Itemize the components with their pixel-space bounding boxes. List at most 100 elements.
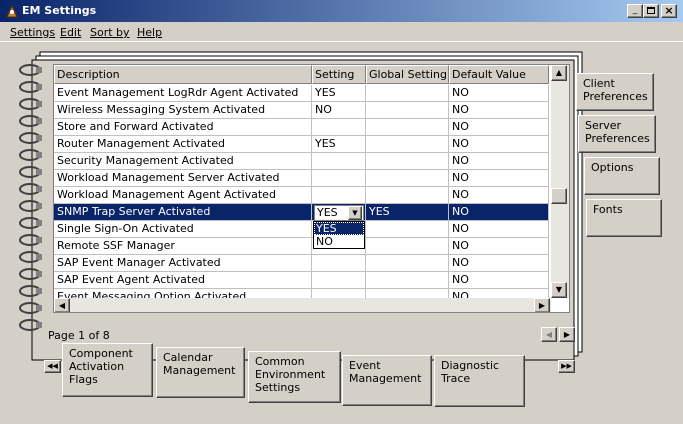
table-cell xyxy=(366,272,449,289)
column-header[interactable]: Setting xyxy=(312,65,366,84)
table-cell xyxy=(366,136,449,153)
binding-ring xyxy=(19,149,42,161)
side-tab[interactable]: Server Preferences xyxy=(578,115,656,153)
table-cell: Remote SSF Manager xyxy=(54,238,312,255)
prev-page-button[interactable]: ◀ xyxy=(541,327,557,342)
table-cell: Workload Management Server Activated xyxy=(54,170,312,187)
table-cell: YES xyxy=(312,136,366,153)
dropdown-option[interactable]: YES xyxy=(314,222,364,235)
table-cell xyxy=(312,170,366,187)
scroll-down-button[interactable]: ▼ xyxy=(551,282,567,298)
table-cell xyxy=(366,187,449,204)
binding-ring xyxy=(19,64,42,76)
table-row[interactable]: Workload Management Server Activated NO xyxy=(54,170,549,187)
table-cell: SNMP Trap Server Activated xyxy=(54,204,312,221)
next-page-button[interactable]: ▶ xyxy=(559,327,575,342)
menu-item[interactable]: Sort by xyxy=(90,26,130,39)
table-cell: Store and Forward Activated xyxy=(54,119,312,136)
table-cell xyxy=(312,119,366,136)
binding-ring xyxy=(19,268,42,280)
settings-grid: Description Setting Global Setting Default … xyxy=(53,64,570,313)
table-cell xyxy=(312,187,366,204)
menu-item[interactable]: Edit xyxy=(60,26,82,39)
bottom-tab[interactable]: Event Management xyxy=(342,355,432,406)
table-cell xyxy=(312,272,366,289)
maximize-button[interactable] xyxy=(643,4,659,18)
binding-ring xyxy=(19,319,42,331)
scroll-up-button[interactable]: ▲ xyxy=(551,65,567,81)
column-header[interactable]: Description xyxy=(54,65,312,84)
table-cell: NO xyxy=(449,119,549,136)
title-bar: EM Settings _ × xyxy=(0,0,683,22)
side-tab[interactable]: Fonts xyxy=(586,199,662,237)
scroll-thumb[interactable] xyxy=(551,188,567,204)
table-cell xyxy=(312,153,366,170)
binding-ring xyxy=(19,81,42,93)
table-row[interactable]: SAP Event Manager Activated NO xyxy=(54,255,549,272)
table-cell: NO xyxy=(449,238,549,255)
binding-ring xyxy=(19,234,42,246)
app-icon xyxy=(6,4,18,18)
table-cell: Single Sign-On Activated xyxy=(54,221,312,238)
bottom-tab[interactable]: Common Environment Settings xyxy=(248,351,341,403)
table-cell: NO xyxy=(312,102,366,119)
table-row[interactable]: Security Management Activated NO xyxy=(54,153,549,170)
table-cell: Wireless Messaging System Activated xyxy=(54,102,312,119)
scroll-left-button[interactable]: ◀ xyxy=(54,298,70,312)
close-button[interactable]: × xyxy=(661,4,677,18)
menu-item[interactable]: Help xyxy=(137,26,163,39)
table-cell xyxy=(366,85,449,102)
table-cell: NO xyxy=(449,204,549,221)
vertical-scrollbar xyxy=(551,65,569,298)
table-row[interactable]: Remote SSF Manager NO xyxy=(54,238,549,255)
table-cell xyxy=(312,238,366,255)
binding-ring xyxy=(19,132,42,144)
bottom-tab[interactable]: Diagnostic Trace xyxy=(434,355,525,407)
table-cell xyxy=(366,170,449,187)
binding-ring xyxy=(19,285,42,297)
side-tab[interactable]: Options xyxy=(584,157,660,195)
table-row[interactable]: Router Management Activated YES NO xyxy=(54,136,549,153)
table-cell: Event Management LogRdr Agent Activated xyxy=(54,85,312,102)
bottom-tab[interactable]: Calendar Management xyxy=(156,347,245,398)
table-row[interactable]: Store and Forward Activated NO xyxy=(54,119,549,136)
table-cell xyxy=(366,221,449,238)
table-row[interactable]: Workload Management Agent Activated NO xyxy=(54,187,549,204)
scroll-right-button[interactable]: ▶ xyxy=(534,298,550,312)
table-cell: YES xyxy=(366,204,449,221)
binding-ring xyxy=(19,98,42,110)
binding-ring xyxy=(19,183,42,195)
table-cell xyxy=(366,255,449,272)
dropdown-list: YES NO xyxy=(313,221,365,249)
tabs-left-button[interactable]: ◀◀ xyxy=(44,360,61,373)
table-cell xyxy=(366,119,449,136)
table-row[interactable]: Wireless Messaging System Activated NO NO xyxy=(54,102,549,119)
bottom-tab[interactable]: Component Activation Flags xyxy=(62,343,153,397)
table-row[interactable]: Event Management LogRdr Agent Activated Y… xyxy=(54,85,549,102)
tabs-right-button[interactable]: ▶▶ xyxy=(558,360,575,373)
binding-ring xyxy=(19,166,42,178)
table-row[interactable]: SAP Event Agent Activated NO xyxy=(54,272,549,289)
table-cell: NO xyxy=(449,85,549,102)
binding-ring xyxy=(19,217,42,229)
table-cell: NO xyxy=(449,153,549,170)
dropdown-button[interactable]: ▼ xyxy=(348,206,362,220)
table-cell: YES xyxy=(312,85,366,102)
table-cell: NO xyxy=(449,255,549,272)
table-cell xyxy=(366,102,449,119)
table-cell xyxy=(366,238,449,255)
menu-item[interactable]: Settings xyxy=(10,26,56,39)
column-header[interactable]: Default Value xyxy=(449,65,549,84)
minimize-button[interactable]: _ xyxy=(627,4,643,18)
side-tab[interactable]: Client Preferences xyxy=(576,73,654,111)
table-cell xyxy=(366,153,449,170)
table-row[interactable]: SNMP Trap Server Activated YES NO YES xyxy=(54,204,549,221)
table-cell: NO xyxy=(449,187,549,204)
table-cell: NO xyxy=(449,170,549,187)
binding-ring xyxy=(19,251,42,263)
dropdown-option[interactable]: NO xyxy=(316,235,333,248)
table-row[interactable]: Single Sign-On Activated NO xyxy=(54,221,549,238)
window-title: EM Settings xyxy=(22,4,97,17)
column-header[interactable]: Global Setting xyxy=(366,65,449,84)
